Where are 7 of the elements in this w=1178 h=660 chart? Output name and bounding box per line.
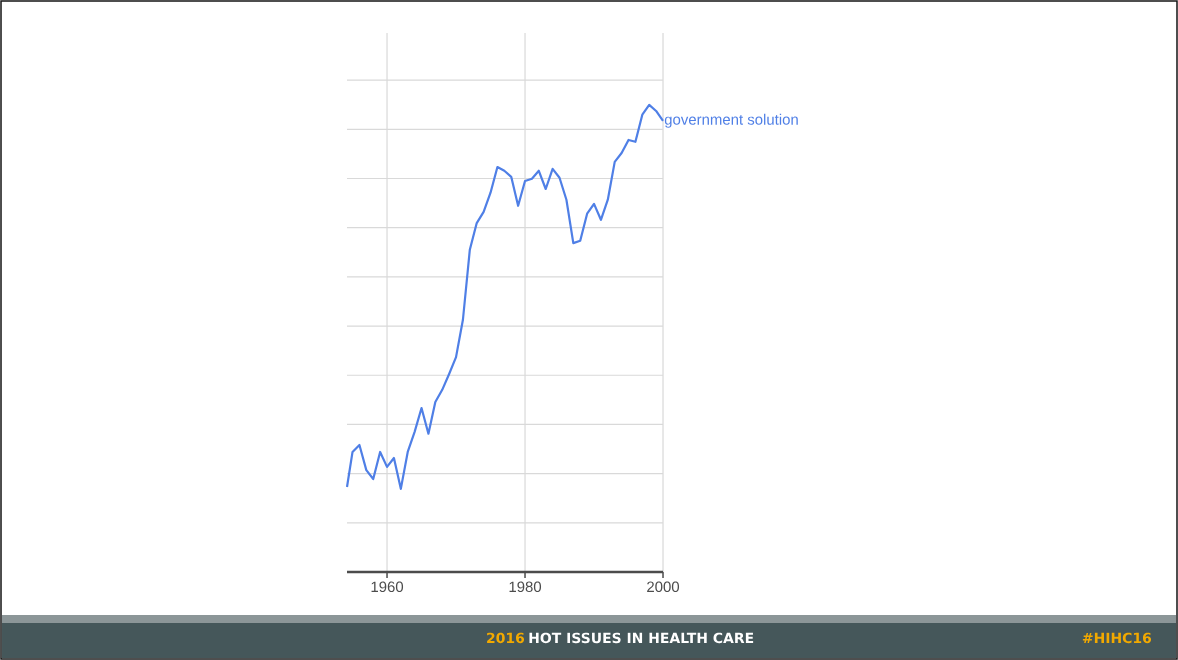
x-tick-label: 1960 — [371, 581, 404, 593]
text: HOT ISSUES IN HEALTH CARE — [529, 632, 754, 644]
x-tick-label: 1980 — [509, 581, 542, 593]
x-tick-label: 2000 — [647, 581, 680, 593]
text: 2016 — [487, 632, 525, 644]
text: #HIHC16 — [1082, 632, 1152, 644]
series-label: government solution — [664, 113, 798, 128]
